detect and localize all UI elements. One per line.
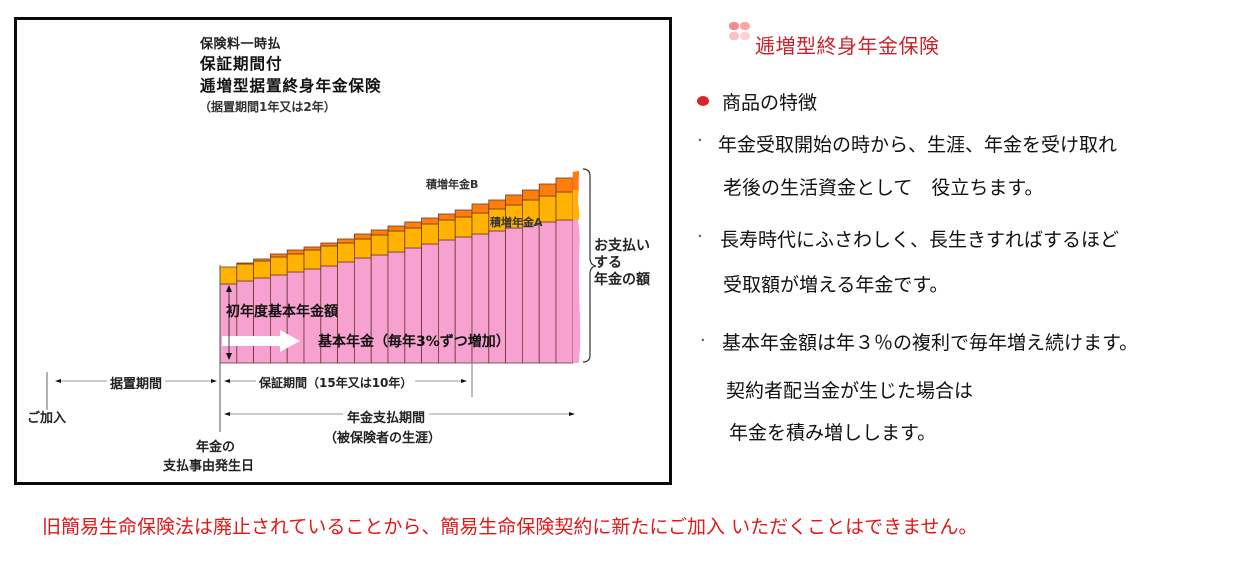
feature-2-line1: 長寿時代にふさわしく、長生きすればするほど — [720, 229, 1120, 251]
bar-accum-a — [236, 263, 255, 282]
label-payment-amount-2: する — [594, 255, 622, 271]
label-payment-amount-1: お支払い — [594, 238, 650, 254]
bar-accum-a — [219, 266, 238, 285]
arrow-right-icon — [569, 412, 575, 416]
bar-accum-a — [454, 216, 473, 238]
bar-accum-b — [337, 238, 355, 244]
bar-accum-b — [370, 229, 389, 236]
bar-accum-a — [353, 238, 372, 259]
bar-accum-b — [303, 246, 322, 251]
label-trigger-date-1: 年金の — [196, 440, 236, 455]
arrow-left-icon — [55, 379, 61, 383]
bar-accum-b — [353, 233, 372, 240]
label-payment-amount: お支払い する 年金の額 — [594, 238, 650, 289]
label-payment-amount-3: 年金の額 — [594, 272, 650, 288]
bar-accum-b — [421, 217, 439, 225]
feature-3-line2: 契約者配当金が生じた場合は — [726, 380, 974, 402]
arrow-down-icon — [226, 353, 232, 360]
bar-accum-b — [387, 225, 406, 232]
red-bullet-icon — [697, 96, 709, 106]
feature-3-line3: 年金を積み増しします。 — [729, 422, 937, 444]
arrow-up-icon — [226, 285, 232, 292]
diagram-header-line2: 保証期間付 — [200, 55, 283, 73]
right-brace-icon — [582, 168, 597, 363]
bar-accum-b — [522, 189, 540, 201]
bar-accum-b — [286, 249, 305, 255]
bar-accum-b — [437, 213, 456, 221]
bullet-dot-icon: · — [700, 330, 706, 351]
label-base-pension: 基本年金（毎年3%ずつ増加） — [318, 334, 510, 350]
bar-base-pension — [538, 221, 557, 364]
arrow-left-icon — [224, 379, 230, 383]
label-deferral-period: 据置期間 — [107, 373, 166, 392]
flower-logo-icon — [727, 20, 757, 42]
bar-accum-a — [387, 230, 406, 253]
discontinuation-notice: 旧簡易生命保険法は廃止されていることから、簡易生命保険契約に新たにご加入 いただ… — [42, 516, 978, 538]
arrow-right-icon — [211, 379, 217, 383]
feature-1-line1: 年金受取開始の時から、生涯、年金を受け取れ — [718, 134, 1118, 156]
bar-accum-a — [253, 260, 271, 279]
bar-accum-a — [303, 249, 322, 270]
bar-accum-b — [538, 183, 557, 197]
bar-accum-b — [236, 262, 255, 265]
bar-accum-a — [286, 253, 305, 273]
arrow-left-icon — [224, 412, 230, 416]
bar-continuation-b — [572, 171, 580, 190]
bar-accum-b — [488, 199, 506, 210]
bar-continuation-a — [572, 190, 580, 220]
label-payout-period-2: （被保険者の生涯） — [324, 431, 442, 446]
bar-accum-a — [555, 191, 574, 221]
feature-1-line2: 老後の生活資金として 役立ちます。 — [723, 177, 1044, 199]
bar-accum-a — [269, 256, 288, 276]
bar-accum-a — [471, 212, 490, 235]
bar-accum-a — [421, 223, 439, 245]
bar-accum-a — [404, 227, 422, 249]
bullet-dot-icon: · — [697, 130, 703, 151]
feature-2-line2: 受取額が増える年金です。 — [723, 274, 949, 296]
product-title: 逓増型終身年金保険 — [755, 34, 940, 58]
label-payout-period-1: 年金支払期間 — [343, 407, 430, 426]
bar-accum-b — [555, 177, 574, 193]
diagram-header-line3: 逓増型据置終身年金保険 — [200, 77, 382, 95]
bar-base-pension — [555, 219, 574, 364]
bar-accum-b — [404, 221, 422, 229]
bar-accum-a — [370, 234, 389, 256]
bar-accum-b — [471, 203, 490, 214]
diagram-header-line1: 保険料一時払 — [200, 37, 282, 52]
bar-accum-a — [437, 219, 456, 241]
section-heading: 商品の特徴 — [722, 92, 818, 114]
label-accum-a: 積増年金A — [490, 216, 543, 229]
bar-base-pension — [236, 280, 255, 364]
label-first-year-base: 初年度基本年金額 — [226, 304, 338, 320]
feature-3-line1: 基本年金額は年３％の複利で毎年増え続けます。 — [722, 332, 1139, 354]
bullet-dot-icon: · — [697, 226, 703, 247]
bar-base-pension — [219, 283, 238, 364]
bar-accum-b — [320, 242, 338, 247]
bar-base-pension — [522, 224, 540, 364]
label-enrollment: ご加入 — [27, 411, 67, 426]
pension-growth-chart — [46, 168, 597, 432]
arrow-right-icon — [461, 379, 467, 383]
label-trigger-date-2: 支払事由発生日 — [163, 459, 255, 474]
bar-accum-b — [454, 209, 473, 218]
bar-accum-b — [253, 258, 271, 262]
bar-accum-a — [320, 245, 338, 267]
bar-accum-a — [337, 242, 355, 263]
bar-accum-b — [269, 253, 288, 258]
bar-accum-b — [505, 194, 523, 206]
label-accum-b: 積増年金B — [426, 178, 479, 191]
diagram-header-line4: （据置期間1年又は2年） — [199, 100, 336, 114]
label-guarantee-period: 保証期間（15年又は10年） — [256, 374, 416, 391]
white-arrow-icon — [222, 330, 300, 352]
